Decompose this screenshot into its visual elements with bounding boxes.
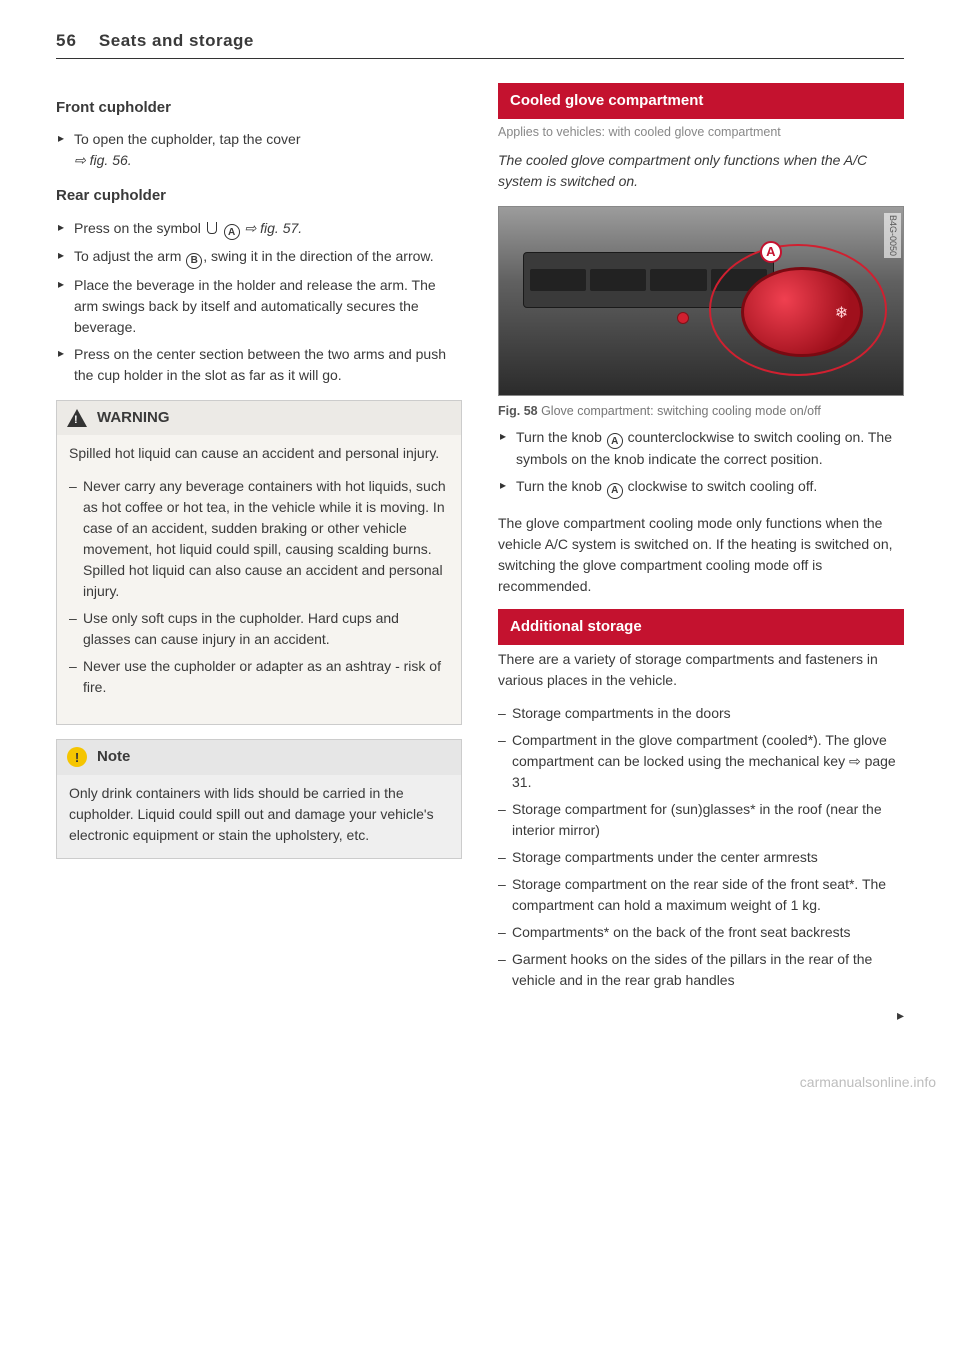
label-a-marker: A <box>760 241 782 263</box>
indicator-dot-icon <box>677 312 689 324</box>
list-item: Compartments* on the back of the front s… <box>498 922 904 943</box>
list-item: To open the cupholder, tap the cover fig… <box>56 129 462 171</box>
list-item: Storage compartment on the rear side of … <box>498 874 904 916</box>
list-item: Garment hooks on the sides of the pillar… <box>498 949 904 991</box>
step-text: Press on the symbol <box>74 220 201 236</box>
figure-caption-text: Glove compartment: switching cooling mod… <box>541 404 821 418</box>
front-cupholder-steps: To open the cupholder, tap the cover fig… <box>56 129 462 171</box>
label-a-icon: A <box>607 433 623 449</box>
label-a-icon: A <box>607 483 623 499</box>
warning-title: WARNING <box>97 407 170 430</box>
figure-ref: fig. 57. <box>245 220 303 236</box>
figure-number: Fig. 58 <box>498 404 538 418</box>
rear-cupholder-heading: Rear cupholder <box>56 185 462 208</box>
note-header: ! Note <box>57 740 461 775</box>
two-column-layout: Front cupholder To open the cupholder, t… <box>56 83 904 1027</box>
step-text: , swing it in the direction of the arrow… <box>203 248 433 264</box>
storage-list: Storage compartments in the doors Compar… <box>498 703 904 991</box>
list-item: Turn the knob A clockwise to switch cool… <box>498 476 904 499</box>
list-item: Never use the cupholder or adapter as an… <box>69 656 449 698</box>
glove-steps: Turn the knob A counterclockwise to swit… <box>498 427 904 499</box>
warning-callout: WARNING Spilled hot liquid can cause an … <box>56 400 462 726</box>
step-text: Turn the knob <box>516 478 602 494</box>
note-callout: ! Note Only drink containers with lids s… <box>56 739 462 859</box>
applies-to-text: Applies to vehicles: with cooled glove c… <box>498 123 904 142</box>
chapter-title: Seats and storage <box>99 28 254 54</box>
step-text: To open the cupholder, tap the cover <box>74 131 301 147</box>
figure-caption: Fig. 58 Glove compartment: switching coo… <box>498 402 904 421</box>
note-info-icon: ! <box>67 747 87 767</box>
list-item: Never carry any beverage containers with… <box>69 476 449 602</box>
section-banner-storage: Additional storage <box>498 609 904 646</box>
list-item: Storage compartments under the center ar… <box>498 847 904 868</box>
warning-header: WARNING <box>57 401 461 436</box>
list-item: Press on the symbol A fig. 57. <box>56 218 462 241</box>
column-right: Cooled glove compartment Applies to vehi… <box>498 83 904 1027</box>
figure-image: B4G-0050 A <box>498 206 904 396</box>
dash-slot <box>650 269 706 290</box>
label-a-icon: A <box>224 224 240 240</box>
label-b-icon: B <box>186 253 202 269</box>
page-header: 56 Seats and storage <box>56 28 904 59</box>
list-item: Use only soft cups in the cupholder. Har… <box>69 608 449 650</box>
note-body: Only drink containers with lids should b… <box>57 775 461 858</box>
list-item: Storage compartments in the doors <box>498 703 904 724</box>
list-item: Storage compartment for (sun)glasses* in… <box>498 799 904 841</box>
cooling-knob-icon <box>741 267 862 357</box>
storage-intro: There are a variety of storage compartme… <box>498 649 904 691</box>
figure-ref: fig. 56. <box>74 152 132 168</box>
warning-body: Spilled hot liquid can cause an accident… <box>57 435 461 724</box>
warning-triangle-icon <box>67 409 87 427</box>
list-item: Place the beverage in the holder and rel… <box>56 275 462 338</box>
rear-cupholder-steps: Press on the symbol A fig. 57. To adjust… <box>56 218 462 386</box>
front-cupholder-heading: Front cupholder <box>56 97 462 120</box>
column-left: Front cupholder To open the cupholder, t… <box>56 83 462 1027</box>
glove-paragraph: The glove compartment cooling mode only … <box>498 513 904 597</box>
page-number: 56 <box>56 28 77 54</box>
section-lede: The cooled glove compartment only functi… <box>498 150 904 192</box>
dash-slot <box>590 269 646 290</box>
dash-slot <box>530 269 586 290</box>
list-item: Turn the knob A counterclockwise to swit… <box>498 427 904 471</box>
watermark: carmanualsonline.info <box>0 1066 960 1109</box>
list-item: To adjust the arm B, swing it in the dir… <box>56 246 462 269</box>
figure-58: B4G-0050 A Fig. 58 Glove compartment: sw… <box>498 206 904 421</box>
note-title: Note <box>97 746 130 769</box>
continue-arrow-icon: ▸ <box>498 1005 904 1026</box>
section-banner-glove: Cooled glove compartment <box>498 83 904 120</box>
warning-intro: Spilled hot liquid can cause an accident… <box>69 443 449 464</box>
list-item: Compartment in the glove compartment (co… <box>498 730 904 793</box>
step-text: clockwise to switch cooling off. <box>628 478 818 494</box>
list-item: Press on the center section between the … <box>56 344 462 386</box>
step-text: Turn the knob <box>516 429 602 445</box>
warning-list: Never carry any beverage containers with… <box>69 476 449 698</box>
step-text: To adjust the arm <box>74 248 181 264</box>
cup-icon <box>207 222 217 234</box>
figure-code: B4G-0050 <box>884 213 902 258</box>
page: 56 Seats and storage Front cupholder To … <box>0 0 960 1066</box>
